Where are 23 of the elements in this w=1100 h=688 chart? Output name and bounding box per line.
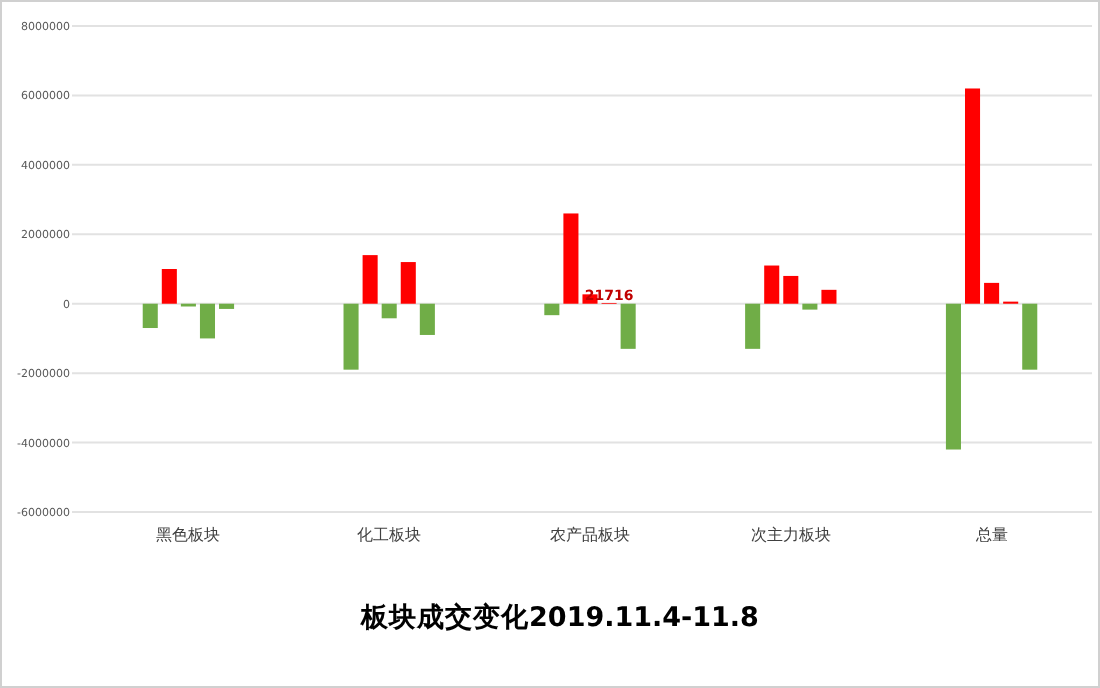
x-tick-label: 次主力板块 xyxy=(750,526,831,544)
bar xyxy=(563,213,579,304)
bar xyxy=(544,303,560,316)
bar xyxy=(984,282,1000,304)
bar xyxy=(419,303,435,335)
x-tick-label: 化工板块 xyxy=(357,526,422,544)
x-tick-label: 农产品板块 xyxy=(550,526,630,544)
bar xyxy=(945,303,961,450)
x-tick-label: 总量 xyxy=(973,526,1008,544)
bar xyxy=(964,88,981,304)
bar xyxy=(764,265,780,304)
bar xyxy=(343,303,359,370)
bar xyxy=(142,303,158,329)
bar xyxy=(745,303,761,349)
bar xyxy=(362,255,378,304)
bar xyxy=(1022,303,1038,370)
x-tick-label: 黑色板块 xyxy=(156,526,221,544)
bar xyxy=(161,269,177,304)
bar xyxy=(620,303,636,349)
bar xyxy=(783,275,799,304)
text: 板块成交变化2019.11.4-11.8 xyxy=(359,600,759,634)
bar xyxy=(400,262,416,304)
bar xyxy=(219,303,235,309)
